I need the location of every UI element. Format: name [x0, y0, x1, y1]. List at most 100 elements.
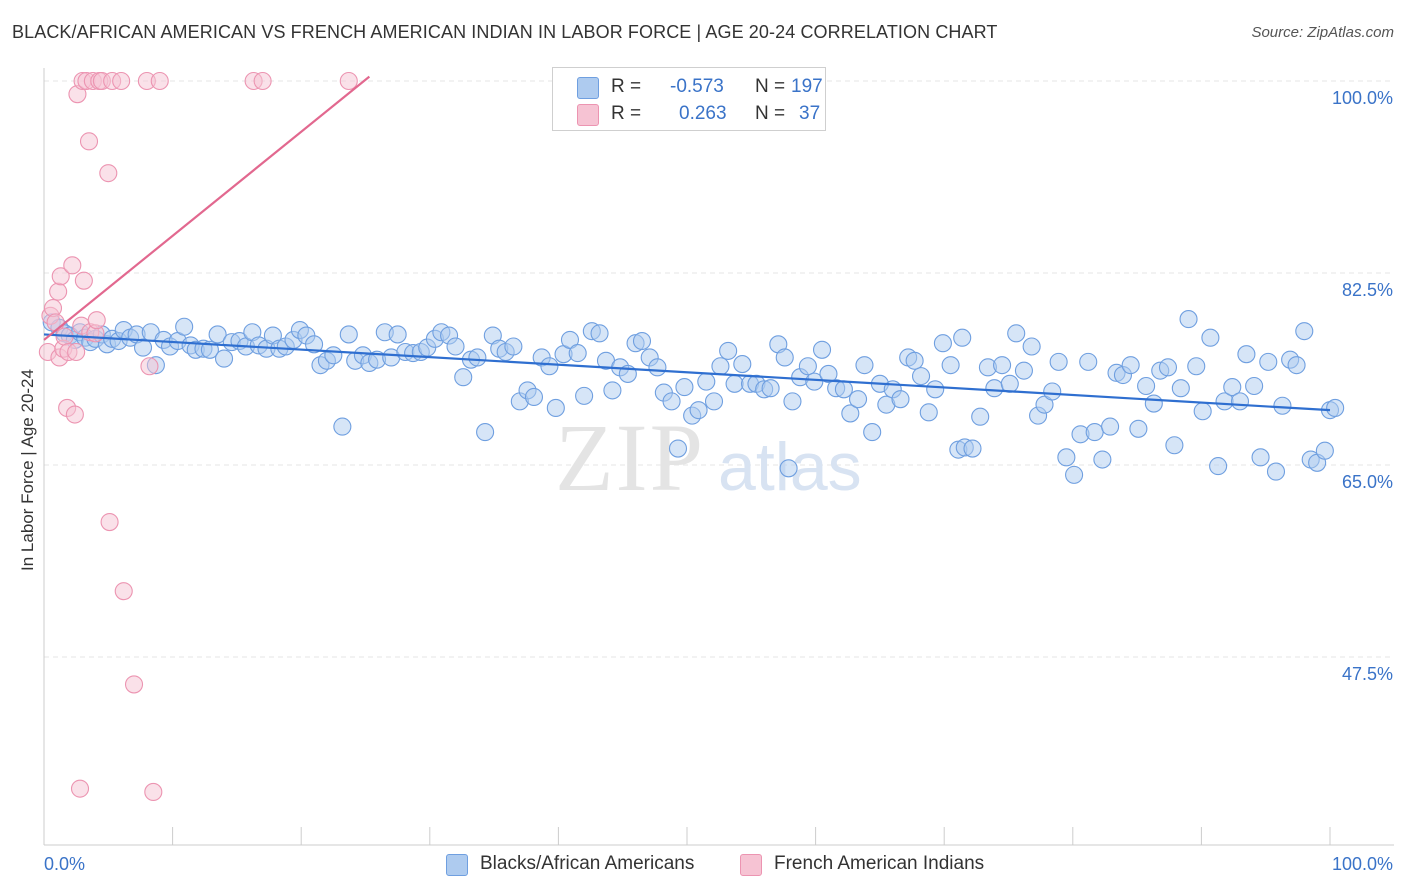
data-point-blacks: [919, 403, 938, 422]
legend-n-value: 37: [799, 103, 821, 124]
legend-n-label: N =: [755, 103, 786, 124]
data-point-blacks: [971, 407, 990, 426]
y-tick-label: 47.5%: [1342, 664, 1393, 684]
data-point-french: [65, 405, 84, 424]
source-label: Source: ZipAtlas.com: [1251, 24, 1394, 41]
bottom-legend-label: French American Indians: [774, 853, 985, 874]
data-point-blacks: [819, 364, 838, 383]
data-point-blacks: [546, 398, 565, 417]
data-point-blacks: [1266, 462, 1286, 481]
data-point-blacks: [214, 349, 234, 368]
legend-swatch-blue: [577, 77, 599, 99]
data-point-french: [99, 164, 118, 183]
data-point-blacks: [1259, 352, 1278, 371]
data-point-french: [74, 271, 93, 290]
data-point-blacks: [668, 439, 688, 458]
bottom-legend-label: Blacks/African Americans: [480, 853, 695, 874]
data-point-blacks: [1000, 374, 1019, 393]
legend-r-label: R =: [611, 76, 642, 97]
legend-n-label: N =: [755, 76, 786, 97]
data-point-blacks: [1065, 465, 1084, 484]
y-tick-label: 82.5%: [1342, 280, 1393, 300]
data-point-french: [339, 71, 358, 91]
data-point-blacks: [863, 423, 882, 442]
data-point-blacks: [305, 335, 324, 354]
data-point-blacks: [1079, 352, 1098, 371]
chart-title: BLACK/AFRICAN AMERICAN VS FRENCH AMERICA…: [12, 22, 998, 42]
y-tick-label: 65.0%: [1342, 472, 1393, 492]
data-point-blacks: [1022, 337, 1041, 356]
data-point-french: [144, 782, 163, 801]
data-point-blacks: [834, 380, 853, 399]
data-point-blacks: [1223, 378, 1242, 397]
data-point-blacks: [733, 355, 752, 374]
data-point-blacks: [761, 379, 780, 398]
legend-r-value: -0.573: [670, 76, 724, 97]
data-point-blacks: [926, 380, 945, 399]
data-point-blacks: [933, 334, 952, 353]
data-point-french: [51, 267, 70, 286]
data-point-blacks: [540, 357, 559, 376]
y-tick-label: 100.0%: [1332, 88, 1393, 108]
data-point-blacks: [855, 356, 874, 375]
data-point-blacks: [208, 325, 227, 344]
data-point-french: [253, 71, 272, 91]
data-point-blacks: [1315, 441, 1334, 460]
series-french-points: [38, 71, 358, 801]
data-point-blacks: [1014, 361, 1033, 380]
data-point-french: [112, 71, 131, 91]
trend-line-blacks: [43, 333, 1331, 412]
data-point-blacks: [648, 358, 667, 377]
data-point-blacks: [446, 337, 465, 356]
tick-labels: 100.0% 82.5% 65.0% 47.5% 0.0% 100.0%: [44, 88, 1393, 874]
data-point-blacks: [575, 386, 594, 405]
data-point-blacks: [1201, 328, 1220, 347]
data-point-blacks: [704, 392, 724, 411]
data-point-blacks: [1171, 379, 1190, 398]
data-point-blacks: [662, 392, 681, 411]
data-point-blacks: [1295, 322, 1314, 341]
data-point-french: [79, 132, 99, 151]
y-axis-label: In Labor Force | Age 20-24: [18, 369, 37, 571]
data-point-blacks: [985, 379, 1004, 398]
data-point-blacks: [1121, 356, 1140, 375]
data-point-blacks: [1326, 398, 1345, 417]
data-point-french: [87, 311, 106, 330]
data-point-french: [70, 779, 90, 798]
data-point-blacks: [912, 367, 931, 386]
data-point-blacks: [1101, 417, 1120, 436]
series-blacks-points: [42, 310, 1345, 484]
data-point-blacks: [812, 340, 832, 359]
data-point-blacks: [963, 439, 982, 458]
data-point-blacks: [454, 368, 473, 387]
legend-r-value: 0.263: [679, 103, 727, 124]
trend-lines: [43, 75, 1331, 412]
data-point-blacks: [1187, 357, 1206, 376]
x-tick-label: 0.0%: [44, 854, 85, 874]
data-point-blacks: [1144, 394, 1163, 413]
data-point-blacks: [941, 356, 960, 375]
data-point-blacks: [993, 356, 1012, 375]
data-point-blacks: [524, 387, 544, 407]
axes: [43, 68, 1394, 846]
data-point-blacks: [1093, 450, 1112, 469]
data-point-blacks: [568, 344, 587, 363]
data-point-blacks: [1287, 356, 1306, 375]
data-point-blacks: [805, 372, 824, 391]
data-point-blacks: [1158, 358, 1178, 377]
data-point-blacks: [697, 372, 716, 391]
data-point-blacks: [1007, 324, 1026, 343]
data-point-blacks: [175, 317, 194, 336]
legend-r-label: R =: [611, 103, 642, 124]
data-point-blacks: [891, 390, 910, 409]
data-point-blacks: [1237, 345, 1256, 364]
data-point-blacks: [841, 404, 860, 423]
data-point-french: [63, 256, 82, 275]
data-point-blacks: [953, 328, 972, 347]
data-point-blacks: [719, 341, 738, 360]
bottom-legend-swatch-blue: [446, 854, 468, 876]
data-point-blacks: [779, 459, 798, 478]
data-point-blacks: [324, 346, 343, 365]
data-point-blacks: [775, 348, 794, 367]
legend-swatch-pink: [577, 104, 599, 126]
